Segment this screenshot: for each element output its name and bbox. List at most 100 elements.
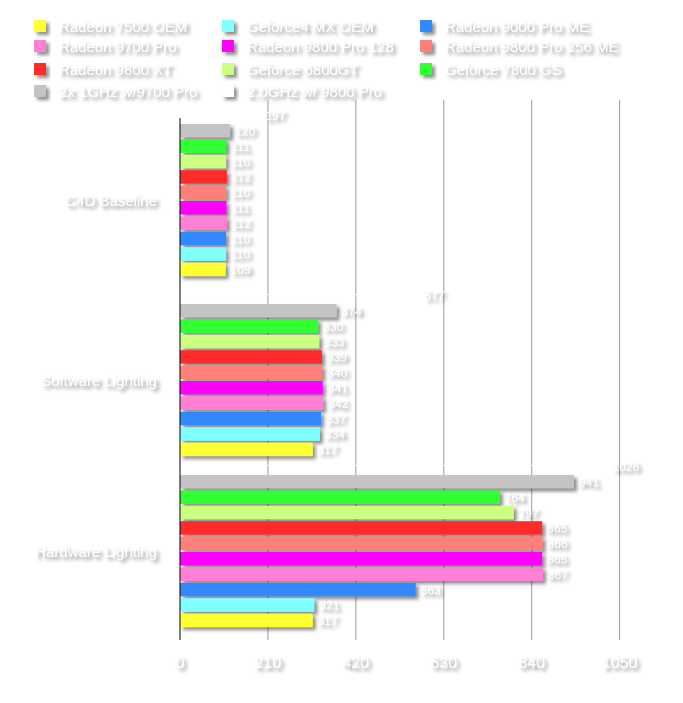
- value-label: 865: [547, 522, 567, 536]
- value-label: 112: [232, 171, 251, 185]
- bar: [180, 304, 337, 318]
- category-label: C4D Baseline: [65, 193, 157, 210]
- legend-label: Geforce4 MX OEM: [247, 19, 374, 36]
- legend-item-geforce-6800gt: Geforce 6800GT: [222, 62, 359, 79]
- bar: [180, 154, 227, 169]
- value-label: 120: [235, 125, 255, 139]
- value-label: 109: [231, 263, 251, 277]
- value-label: 333: [324, 335, 344, 349]
- bar: [180, 381, 323, 395]
- legend-item-radeon-9800-xt: Radeon 9800 XT: [34, 62, 172, 79]
- bar: [180, 124, 231, 138]
- value-label: 342: [328, 397, 348, 411]
- value-label: 339: [327, 351, 347, 365]
- value-label: 797: [519, 506, 539, 520]
- legend-label: 2.0GHz w/ 9800 Pro: [247, 84, 382, 101]
- legend-label: Radeon 7500 OEM: [59, 19, 187, 36]
- legend-swatch: [420, 63, 432, 75]
- bar: [180, 521, 543, 535]
- bar: [180, 396, 324, 410]
- legend-swatch: [34, 63, 46, 75]
- value-label: 341: [328, 382, 348, 396]
- category-label: Software Lighting: [41, 373, 157, 390]
- value-label: 110: [231, 248, 250, 262]
- bar: [180, 465, 610, 466]
- axis: 0 210 420 630 840 1050: [176, 118, 638, 672]
- value-label: 110: [231, 232, 250, 246]
- bar: [180, 201, 227, 215]
- legend-label: Radeon 9800 Pro 128: [247, 39, 394, 56]
- value-label: 112: [232, 217, 251, 231]
- legend-swatch: [420, 40, 432, 52]
- value-label: 337: [326, 412, 346, 426]
- legend-item-2-0ghz-w-9800-pro: 2.0GHz w/ 9800 Pro: [222, 84, 382, 101]
- legend-swatch: [34, 20, 46, 32]
- legend-swatch: [222, 85, 234, 97]
- value-label: 867: [548, 568, 568, 582]
- value-label: 111: [231, 140, 250, 154]
- bar: [180, 216, 227, 230]
- legend-label: 2x 1GHz w/9700 Pro: [59, 84, 197, 101]
- legend-swatch: [34, 85, 46, 97]
- value-label: 330: [323, 320, 343, 334]
- legend-label: Radeon 9700 Pro: [59, 39, 177, 56]
- bar: [180, 567, 544, 581]
- bar: [180, 334, 320, 349]
- legend-swatch: [222, 63, 234, 75]
- bar: [180, 262, 226, 277]
- value-label: 563: [421, 583, 441, 597]
- bar: [180, 114, 263, 115]
- legend-item-2x-1ghz-w-9700-pro: 2x 1GHz w/9700 Pro: [34, 84, 197, 101]
- value-label: 340: [327, 366, 347, 380]
- bar: [180, 613, 313, 628]
- legend-swatch: [222, 40, 234, 52]
- x-tick-label: 210: [255, 655, 282, 672]
- bar: [180, 598, 315, 612]
- value-label: 1026: [613, 460, 640, 474]
- legend-item-geforce4-mx-oem: Geforce4 MX OEM: [222, 19, 374, 36]
- legend-item-radeon-7500-oem: Radeon 7500 OEM: [34, 19, 187, 36]
- x-tick-label: 630: [430, 655, 457, 672]
- bar: [180, 319, 319, 333]
- bar: [180, 350, 322, 364]
- x-tick-label: 1050: [602, 655, 638, 672]
- bar: [180, 411, 322, 426]
- value-label: 317: [318, 443, 338, 457]
- x-tick-label: 0: [176, 655, 185, 672]
- bar: [180, 475, 574, 489]
- x-tick-label: 420: [343, 655, 370, 672]
- value-label: 110: [231, 186, 250, 200]
- bar: [180, 582, 416, 597]
- bar: [180, 365, 323, 380]
- value-label: 764: [505, 491, 525, 505]
- legend-label: Radeon 9000 Pro ME: [445, 19, 589, 36]
- bar: [180, 552, 543, 566]
- legend: Radeon 7500 OEM Geforce4 MX OEM Radeon 900…: [34, 19, 618, 101]
- value-label: 317: [318, 614, 338, 628]
- legend-item-radeon-9800-pro-128: Radeon 9800 Pro 128: [222, 39, 394, 56]
- value-label: 941: [579, 476, 599, 490]
- bar: [180, 139, 227, 153]
- group-hardware-lighting: 1026941764797865866865867563321317Hardwa…: [35, 460, 639, 628]
- legend-label: Geforce 7800 GS: [445, 62, 562, 79]
- bar: [180, 505, 514, 520]
- bar: [180, 294, 422, 295]
- bar: [180, 427, 320, 441]
- bar: [180, 490, 500, 504]
- legend-item-radeon-9800-pro-256-me: Radeon 9800 Pro 256 ME: [420, 39, 618, 56]
- value-label: 374: [342, 305, 362, 319]
- bar: [180, 170, 227, 184]
- bar: [180, 185, 227, 200]
- value-label: 110: [231, 155, 250, 169]
- legend-label: Radeon 9800 XT: [59, 62, 172, 79]
- legend-label: Geforce 6800GT: [247, 62, 359, 79]
- legend-swatch: [34, 40, 46, 52]
- value-label: 866: [548, 537, 568, 551]
- bar: [180, 536, 543, 551]
- legend-item-geforce-7800-gs: Geforce 7800 GS: [420, 62, 562, 79]
- value-label: 321: [319, 599, 339, 613]
